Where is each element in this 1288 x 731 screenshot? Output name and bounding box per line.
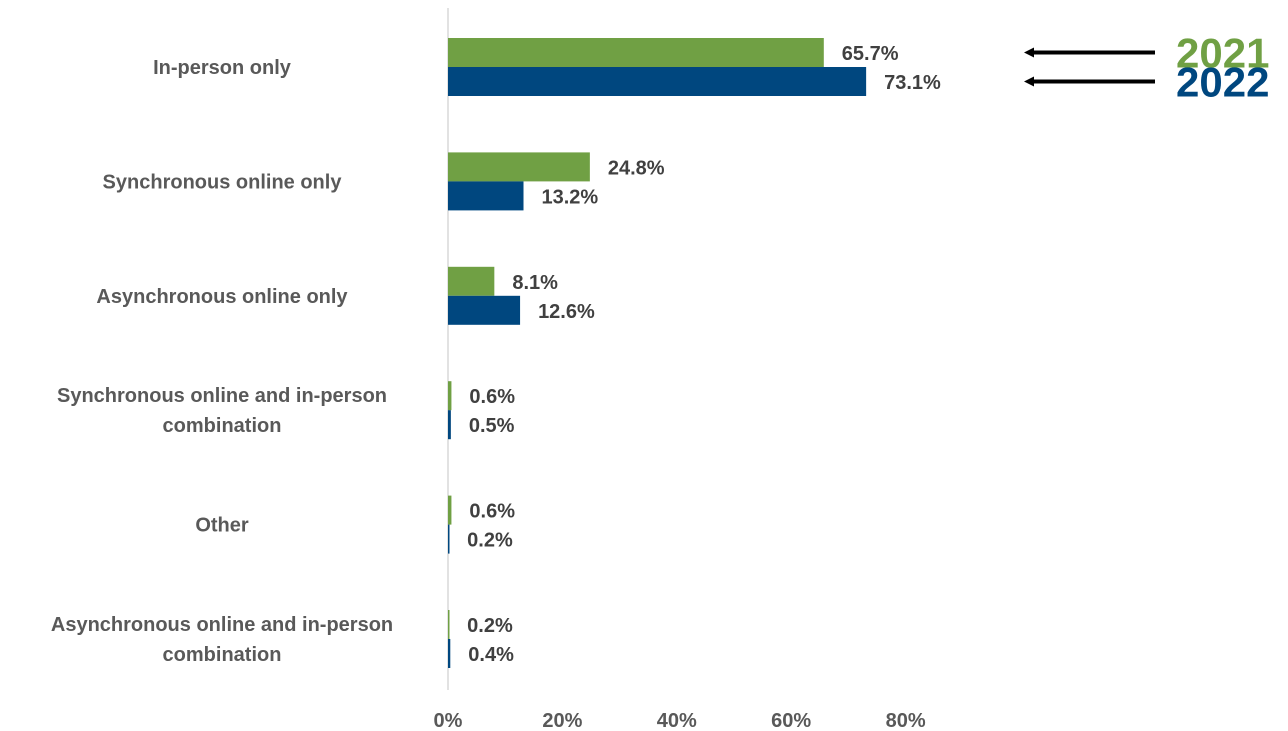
x-tick-label: 80% [886, 710, 926, 731]
x-tick-label: 60% [771, 710, 811, 731]
legend-label-2022: 2022 [1176, 59, 1269, 106]
bar-2021 [448, 266, 495, 296]
category-label: In-person only [153, 57, 292, 79]
x-tick-label: 20% [542, 710, 582, 731]
bar-2021 [448, 610, 450, 639]
data-label: 0.4% [468, 644, 514, 666]
category-label: Synchronous online only [103, 171, 343, 193]
data-label: 0.2% [467, 615, 513, 637]
data-label: 0.2% [467, 530, 513, 552]
data-label: 65.7% [842, 43, 899, 65]
bars-layer [448, 38, 867, 668]
labels-layer: In-person only Synchronous online only Asy… [51, 43, 941, 666]
bar-2021 [448, 495, 452, 525]
x-tick-label: 0% [434, 710, 463, 731]
data-label: 12.6% [538, 301, 595, 323]
bar-2022 [448, 181, 524, 211]
category-label: Synchronous online and in-person combinat… [57, 385, 387, 437]
bar-2021 [448, 381, 452, 411]
data-label: 0.6% [469, 501, 515, 523]
axis-layer: 0% 20% 40% 60% 80% [434, 8, 926, 731]
x-tick-label: 40% [657, 710, 697, 731]
data-label: 13.2% [542, 186, 599, 208]
data-label: 24.8% [608, 157, 665, 179]
data-label: 0.6% [469, 386, 515, 408]
data-label: 8.1% [512, 272, 558, 294]
data-label: 73.1% [884, 72, 941, 94]
bar-2021 [448, 38, 824, 67]
category-label: Other [195, 515, 249, 537]
bar-2021 [448, 152, 590, 182]
bar-2022 [448, 67, 867, 96]
category-label: Asynchronous online and in-person combina… [51, 614, 393, 666]
bar-2022 [448, 639, 451, 668]
bar-2022 [448, 524, 450, 554]
legend-label-2021: 2021 [1176, 30, 1269, 77]
bar-2022 [448, 410, 451, 440]
category-label: Asynchronous online only [96, 286, 348, 308]
bar-2022 [448, 295, 521, 325]
data-label: 0.5% [469, 415, 515, 437]
